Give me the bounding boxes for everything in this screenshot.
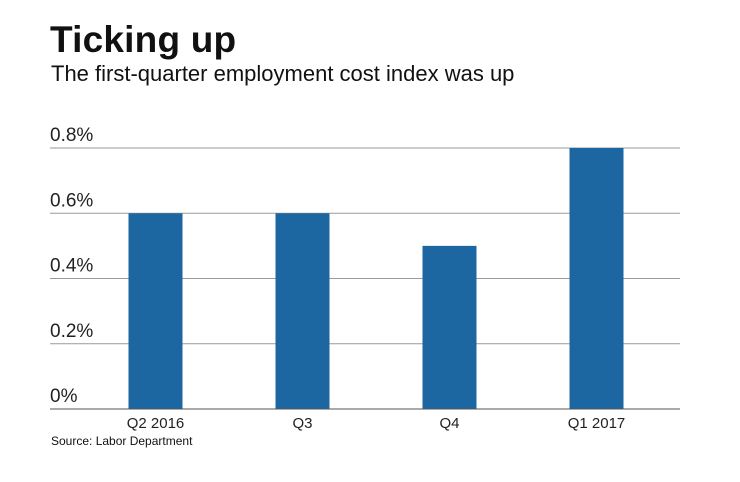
bar (422, 245, 477, 409)
bar (569, 148, 624, 409)
bar (275, 213, 330, 409)
x-category-labels: Q2 2016 Q3 Q4 Q1 2017 (127, 415, 626, 432)
y-tick-label: 0.8% (50, 125, 93, 146)
chart-title: Ticking up (50, 19, 237, 60)
y-tick-label: 0% (50, 386, 78, 407)
y-tick-label: 0.4% (50, 256, 93, 277)
source-note: Source: Labor Department (51, 434, 193, 448)
y-tick-label: 0.2% (50, 321, 93, 342)
chart-subtitle: The first-quarter employment cost index … (51, 61, 515, 86)
bars (128, 148, 624, 409)
y-tick-label: 0.6% (50, 190, 93, 211)
bar (128, 213, 183, 409)
y-tick-labels: 0% 0.2% 0.4% 0.6% 0.8% (50, 125, 93, 407)
x-category-label: Q4 (439, 415, 459, 432)
x-category-label: Q2 2016 (127, 415, 185, 432)
x-category-label: Q3 (292, 415, 312, 432)
x-category-label: Q1 2017 (568, 415, 626, 432)
